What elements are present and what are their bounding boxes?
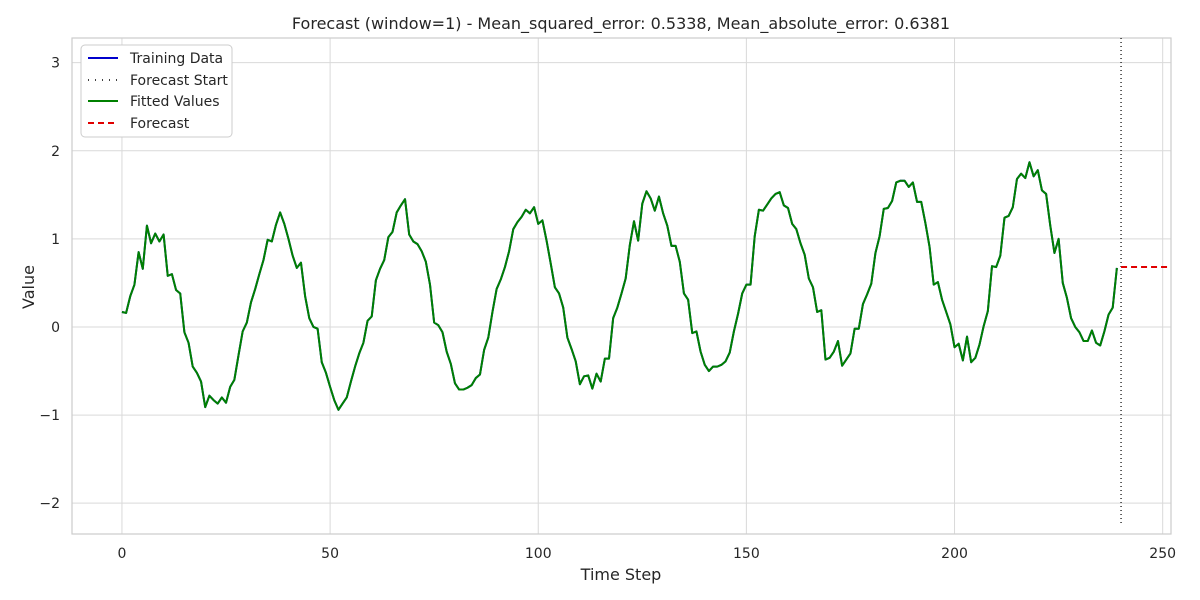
- legend: Training Data Forecast Start Fitted Valu…: [80, 44, 233, 138]
- x-tick-label: 50: [321, 546, 339, 562]
- legend-label-forecast-start: Forecast Start: [130, 73, 228, 89]
- legend-box: [80, 44, 233, 138]
- legend-label-training: Training Data: [129, 51, 223, 67]
- x-tick-label: 250: [1149, 546, 1176, 562]
- x-tick-label: 100: [525, 546, 552, 562]
- y-tick-label: 0: [51, 320, 60, 336]
- plot-frame: [71, 37, 1172, 535]
- y-tick-label: 1: [51, 232, 60, 248]
- x-tick-label: 0: [117, 546, 126, 562]
- y-tick-label: 3: [51, 56, 60, 72]
- data-layer: [121, 38, 1171, 526]
- series-fitted-values: [121, 161, 1118, 411]
- y-tick-label: −2: [39, 496, 60, 512]
- legend-label-fitted: Fitted Values: [130, 94, 220, 110]
- legend-label-forecast: Forecast: [130, 116, 190, 132]
- grid-lines: [72, 38, 1171, 534]
- x-tick-label: 150: [733, 546, 760, 562]
- y-tick-label: −1: [39, 408, 60, 424]
- x-axis-label: Time Step: [580, 565, 662, 584]
- chart-title: Forecast (window=1) - Mean_squared_error…: [292, 14, 950, 34]
- y-tick-label: 2: [51, 144, 60, 160]
- y-tick-labels: −2 −1 0 1 2 3: [39, 56, 60, 512]
- y-axis-label: Value: [19, 265, 38, 309]
- x-tick-labels: 0 50 100 150 200 250: [117, 546, 1176, 562]
- x-tick-label: 200: [941, 546, 968, 562]
